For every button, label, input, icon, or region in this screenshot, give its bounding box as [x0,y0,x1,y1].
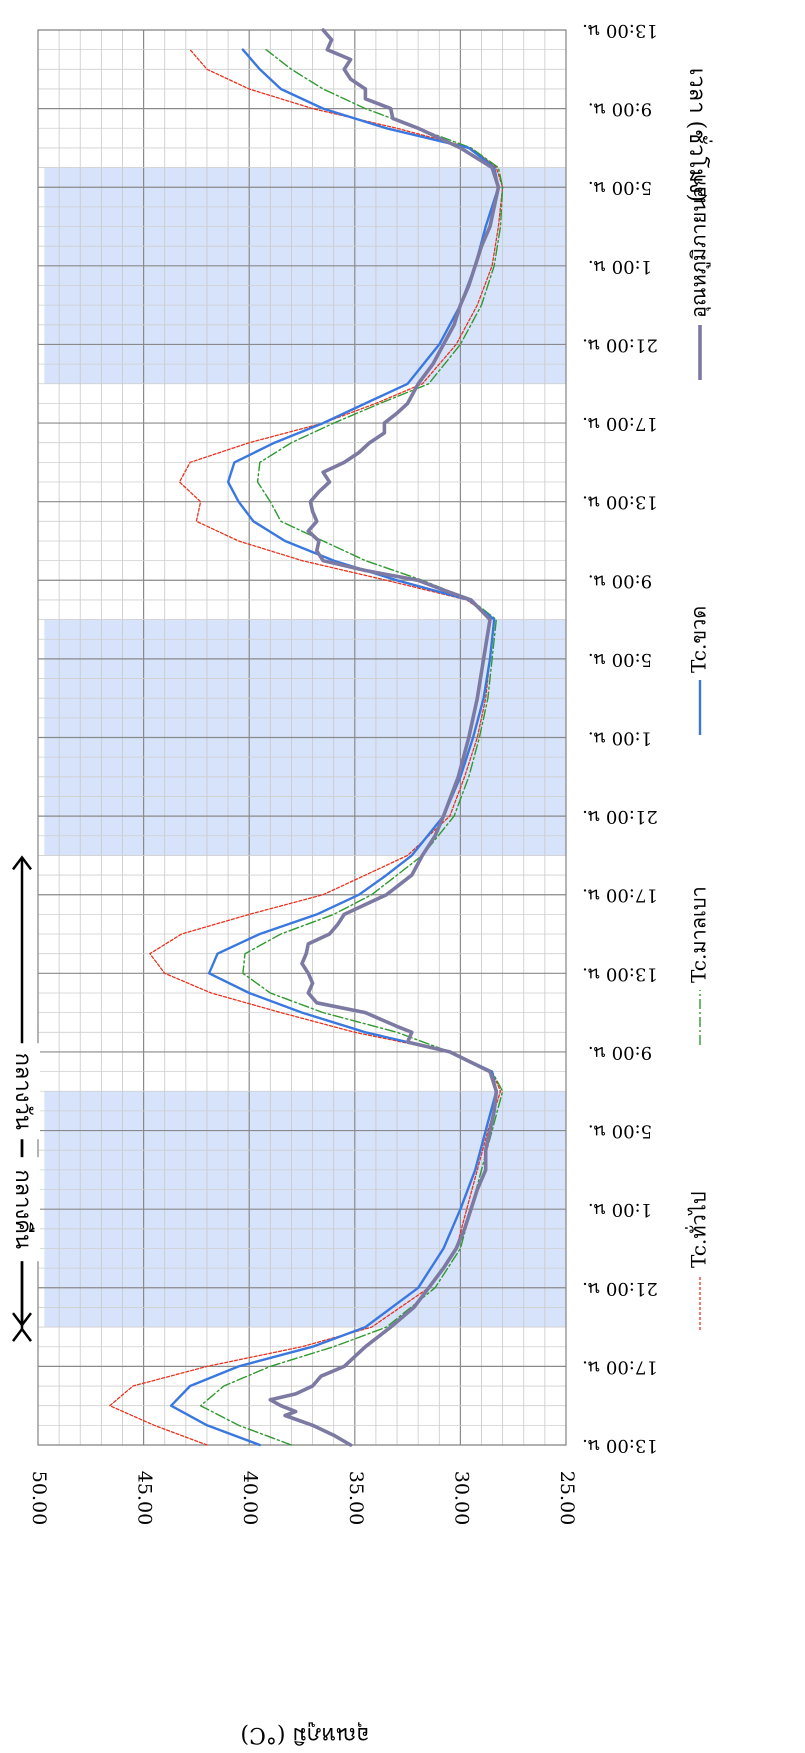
x-axis-ticks: 13:00 น. 17:00 น. 21:00 น. 1:00 น. 5:00 น. 9:… [582,20,658,1456]
x-tick-label: 5:00 น. [588,649,652,670]
y-tick-label: 30.00 [450,1471,472,1525]
legend: Tc.ทั่วไป Tc.มาลเบา Tc.ขวด อุณหภูมิภายนอก [685,174,712,1330]
y-tick-label: 50.00 [28,1471,50,1525]
x-tick-label: 13:00 น. [582,963,658,984]
x-axis-label: เวลา (ชั่วโมง) [684,68,713,202]
x-tick-label: 13:00 น. [582,492,658,513]
x-tick-label: 17:00 น. [582,1356,658,1377]
x-tick-label: 1:00 น. [588,1199,652,1220]
x-tick-label: 1:00 น. [588,256,652,277]
night-label-bg [4,1157,40,1262]
day-annotation: กลางวัน [10,1053,35,1130]
y-tick-label: 35.00 [345,1471,367,1525]
x-tick-label: 9:00 น. [588,570,652,591]
series-line-3 [268,28,501,1447]
x-tick-label: 9:00 น. [588,99,652,120]
x-tick-label: 17:00 น. [582,885,658,906]
legend-label-1: Tc.มาลเบา [687,886,711,983]
y-tick-label: 25.00 [556,1471,578,1525]
x-tick-label: 21:00 น. [582,806,658,827]
annotations: กลางคืน กลางวัน [4,855,40,1342]
series-layer [109,28,504,1447]
y-tick-label: 45.00 [134,1471,156,1525]
x-tick-label: 21:00 น. [582,1278,658,1299]
y-tick-label: 40.00 [239,1471,261,1525]
x-tick-label: 21:00 น. [582,334,658,355]
legend-label-0: Tc.ทั่วไป [685,1191,711,1268]
night-annotation: กลางคืน [10,1169,35,1249]
legend-label-2: Tc.ขวด [687,606,711,673]
y-axis-label: อุณหภูมิ (°C) [240,1722,369,1747]
day-arrow-head-top [12,855,32,871]
x-tick-label: 13:00 น. [582,20,658,41]
night-arrow-head-top [12,1327,32,1342]
plot-frame [37,29,567,1446]
night-band-2 [44,167,566,384]
x-tick-label: 1:00 น. [588,728,652,749]
y-axis-ticks: 25.00 30.00 35.00 40.00 45.00 50.00 [28,1471,578,1525]
legend-label-3: อุณหภูมิภายนอก [687,174,712,318]
x-tick-label: 9:00 น. [588,1042,652,1063]
x-tick-label: 17:00 น. [582,413,658,434]
x-tick-label: 5:00 น. [588,1121,652,1142]
x-tick-label: 13:00 น. [582,1435,658,1456]
series-line-0 [109,49,504,1446]
day-label-bg [4,1043,40,1140]
day-arrow-head-bottom [12,1312,32,1328]
x-tick-label: 5:00 น. [588,177,652,198]
